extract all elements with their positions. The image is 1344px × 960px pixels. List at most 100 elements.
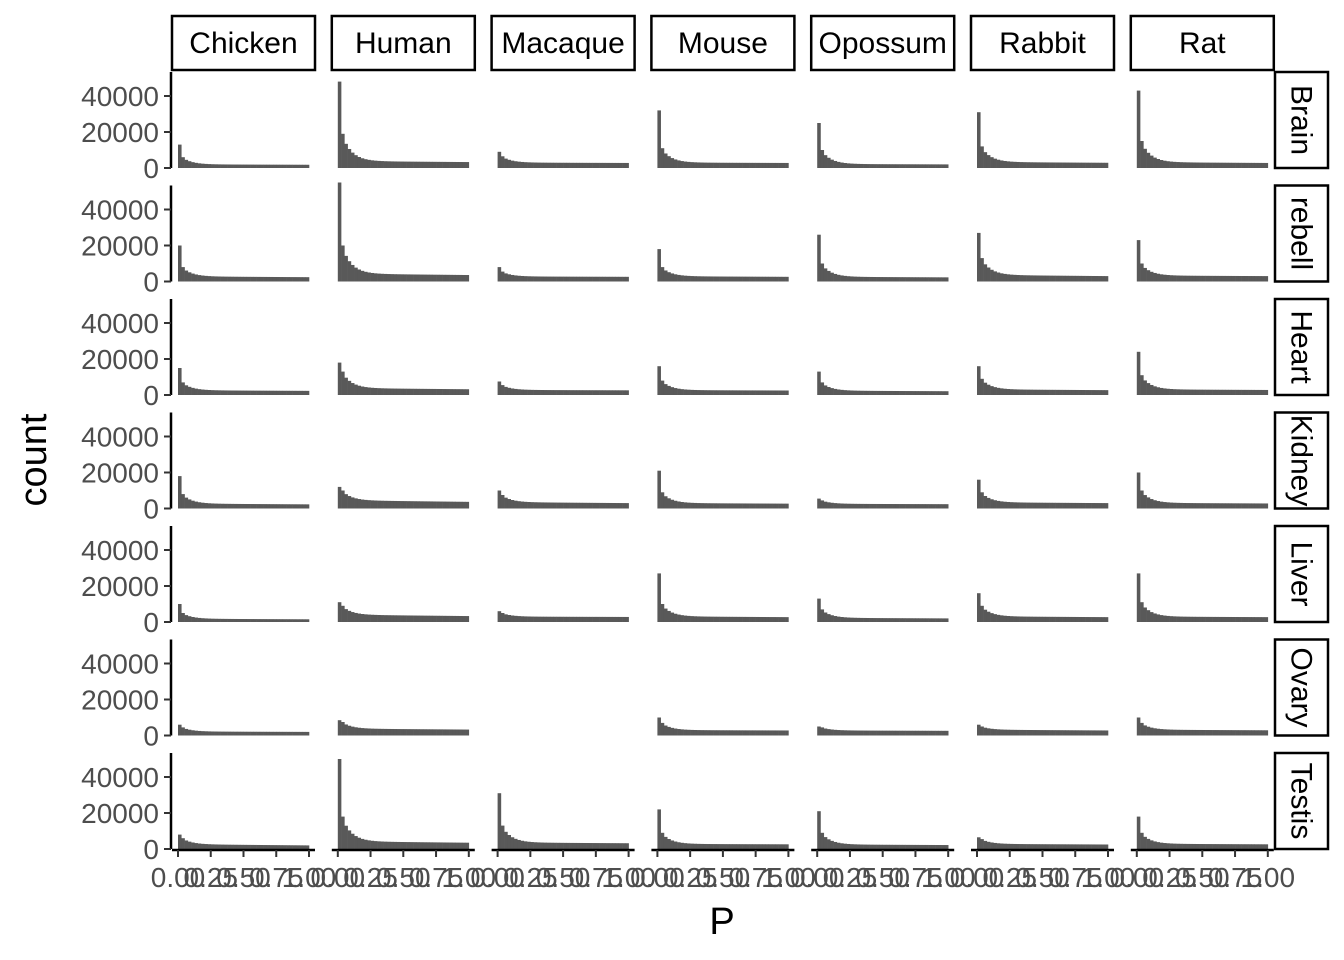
histogram-bar [830, 729, 834, 736]
x-tick-label: 0.50 [1015, 862, 1070, 893]
histogram-bar [915, 277, 920, 282]
histogram-bar [840, 389, 844, 395]
histogram-bar [726, 390, 730, 395]
histogram-bar [546, 616, 551, 622]
histogram-bar [1221, 389, 1226, 395]
histogram-bar [266, 390, 270, 395]
histogram-bar [357, 157, 362, 168]
histogram-bar [833, 160, 838, 168]
histogram-bar [243, 276, 248, 282]
histogram-bar [918, 618, 923, 622]
histogram-bar [1098, 390, 1102, 395]
histogram-bar [1156, 273, 1161, 282]
histogram-bar [1257, 844, 1262, 849]
histogram-bar [553, 502, 557, 509]
histogram-bar [1065, 162, 1069, 168]
histogram-bar [673, 500, 678, 509]
histogram-bar [439, 501, 443, 509]
histogram-bar [602, 502, 606, 509]
histogram-bar [1149, 840, 1154, 849]
histogram-bar [236, 276, 241, 282]
histogram-bar [194, 730, 198, 736]
histogram-bar [742, 616, 747, 622]
histogram-bar [1149, 727, 1154, 736]
histogram-bar [1264, 276, 1269, 282]
histogram-bar [513, 615, 518, 622]
histogram-bar [1189, 503, 1193, 509]
histogram-bar [302, 619, 307, 622]
histogram-bar [292, 277, 297, 282]
histogram-bar [1104, 844, 1109, 849]
x-axis-mouse: 0.000.250.500.751.00 [630, 848, 816, 893]
histogram-bar [1009, 729, 1014, 736]
histogram-bar [843, 843, 847, 849]
histogram-bar [781, 730, 786, 736]
histogram-bar [1091, 730, 1096, 736]
histogram-bar [436, 729, 440, 736]
histogram-bar [778, 390, 783, 395]
panel-liver-mouse [657, 573, 789, 622]
histogram-bar [605, 843, 610, 849]
histogram-bar [935, 391, 939, 395]
histogram-bar [820, 832, 825, 849]
histogram-bar [377, 273, 381, 282]
histogram-bar [354, 836, 358, 849]
histogram-bar [259, 619, 264, 622]
histogram-bar [217, 164, 221, 168]
histogram-bar [236, 390, 241, 395]
x-tick-label: 0.50 [1175, 862, 1230, 893]
histogram-bar [556, 276, 561, 282]
histogram-bar [1081, 275, 1086, 282]
histogram-bar [765, 730, 770, 736]
histogram-bar [595, 616, 600, 622]
histogram-bar [755, 162, 760, 168]
histogram-bar [1163, 160, 1167, 168]
histogram-bar [282, 277, 287, 282]
histogram-bar [703, 616, 707, 622]
y-axis-title: count [13, 413, 55, 506]
histogram-bar [941, 277, 946, 282]
histogram-bar [272, 164, 277, 168]
histogram-bar [1085, 502, 1089, 509]
histogram-bar [1042, 844, 1047, 849]
panel-heart-rabbit [977, 366, 1109, 395]
histogram-bar [536, 389, 541, 395]
histogram-bar [236, 503, 241, 509]
histogram-bar [337, 602, 342, 622]
histogram-bar [1081, 844, 1086, 849]
histogram-bar [1225, 844, 1229, 849]
histogram-bar [1062, 275, 1066, 282]
histogram-bar [986, 155, 991, 168]
histogram-bar [1218, 730, 1223, 736]
histogram-bar [745, 390, 750, 395]
histogram-bar [442, 274, 447, 282]
histogram-bar [823, 728, 828, 736]
histogram-bar [706, 503, 711, 509]
histogram-bar [1235, 389, 1239, 395]
histogram-bar [856, 390, 861, 395]
histogram-bar [680, 729, 684, 736]
histogram-bar [749, 162, 753, 168]
histogram-bar [716, 276, 720, 282]
histogram-bar [1016, 389, 1020, 395]
histogram-bar [859, 844, 864, 849]
histogram-bar [775, 617, 779, 622]
histogram-bar [1022, 502, 1027, 509]
histogram-bar [1185, 503, 1190, 509]
histogram-bar [660, 380, 665, 395]
histogram-bar [908, 618, 913, 622]
histogram-bar [214, 503, 218, 509]
histogram-bar [540, 842, 544, 849]
histogram-bar [1153, 386, 1157, 395]
histogram-bar [768, 617, 773, 622]
histogram-bar [1248, 276, 1252, 282]
histogram-bar [905, 391, 910, 395]
histogram-bar [1238, 503, 1242, 509]
histogram-bar [1058, 502, 1063, 509]
histogram-bar [778, 276, 783, 282]
histogram-bar [214, 276, 218, 282]
histogram-bar [220, 503, 225, 509]
histogram-bar [452, 729, 456, 736]
strip-cerebellum: rebell [1273, 184, 1330, 283]
histogram-bar [250, 731, 254, 736]
